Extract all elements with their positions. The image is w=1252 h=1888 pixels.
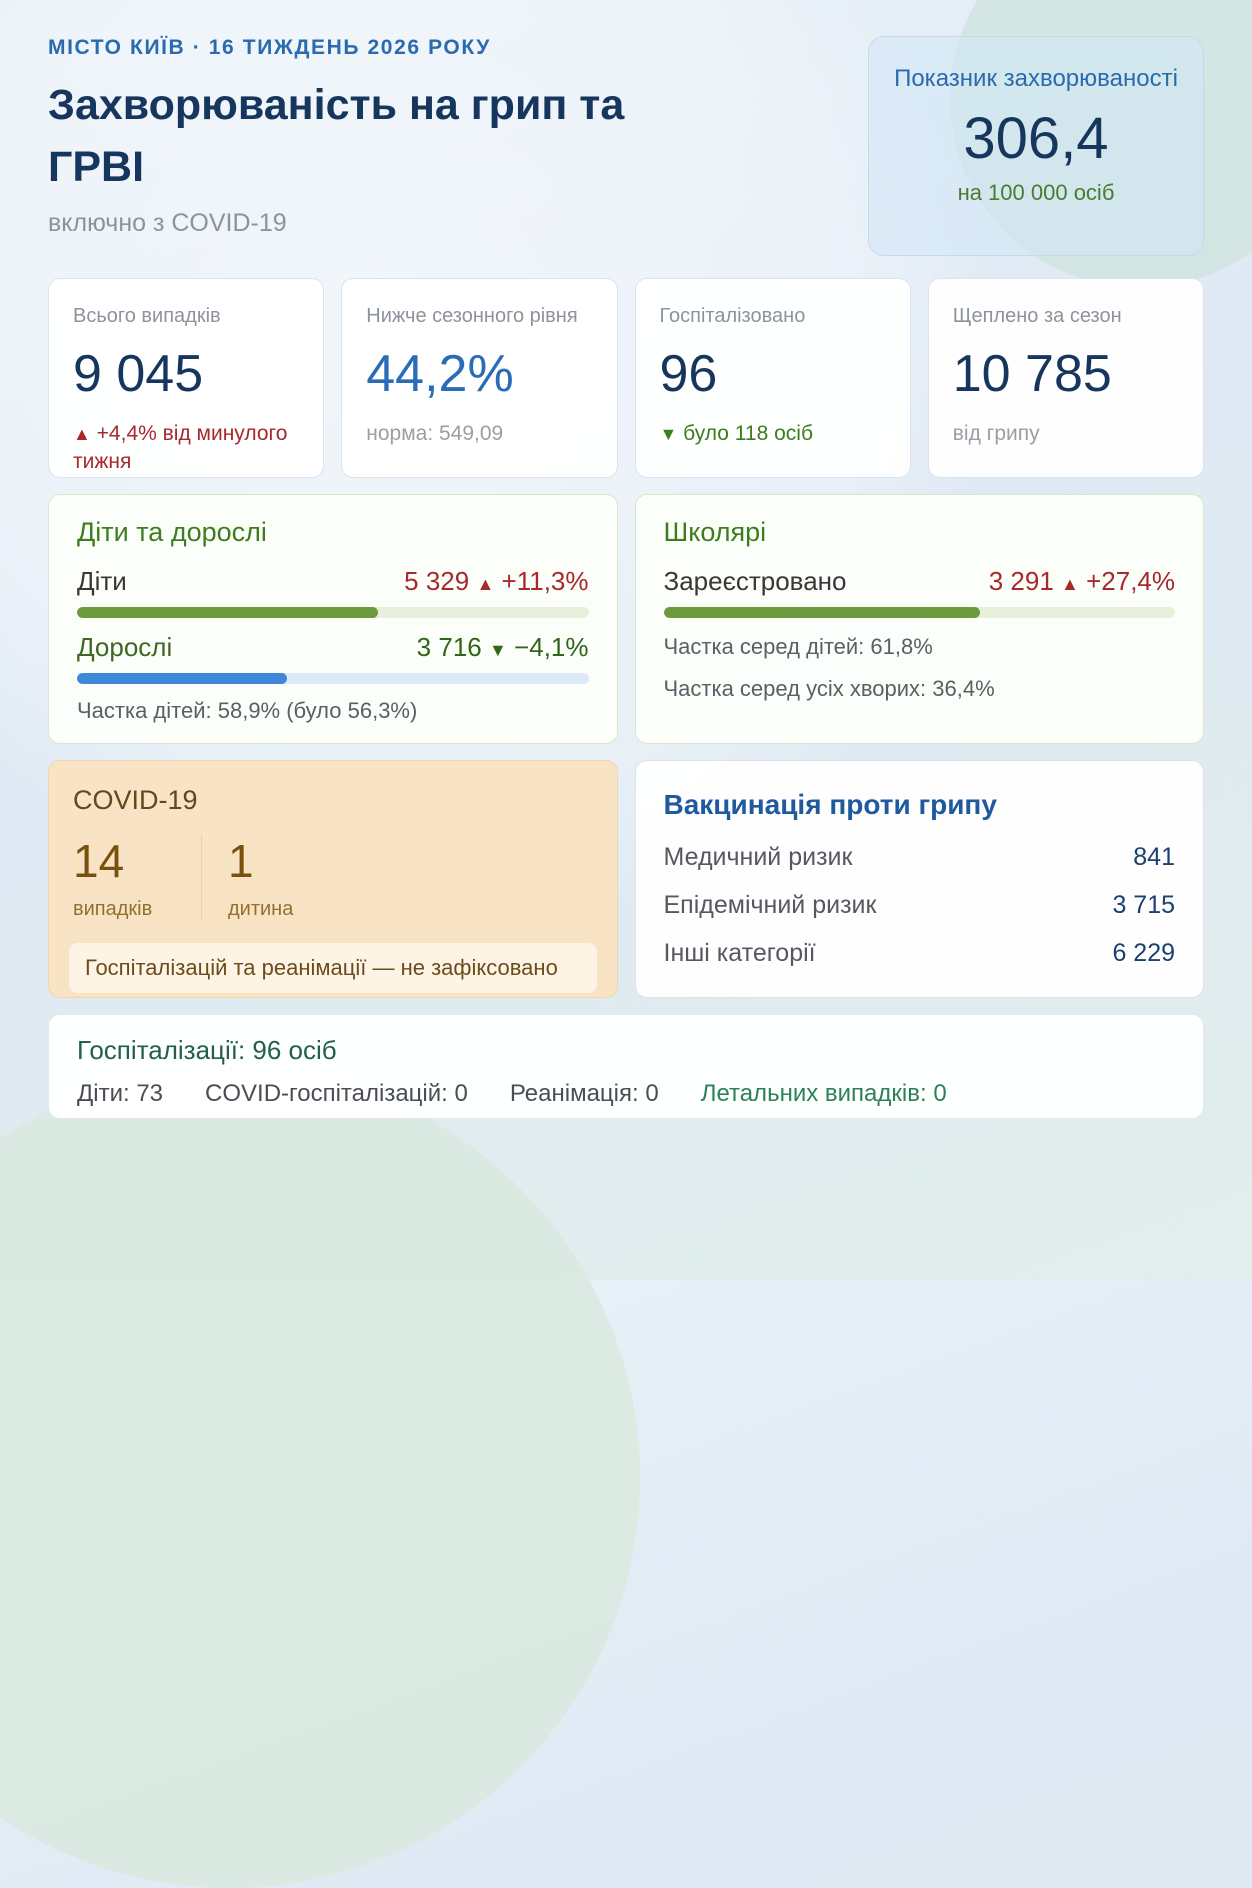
stat-note-text: +4,4% від минулого тижня [73,421,288,474]
mid-cards-row-2: COVID-19 14 випадків 1 дитина Госпіталіз… [48,759,1204,998]
stat-note: від грипу [953,420,1179,448]
registered-row: Зареєстровано 3 291 ▲ +27,4% [664,566,1176,597]
adults-progress-bar [77,672,589,684]
children-adults-card: Діти та дорослі Діти 5 329 ▲ +11,3% Доро… [48,493,618,744]
vaccination-row-label: Епідемічний ризик [663,890,877,919]
stat-label: Нижче сезонного рівня [366,304,578,327]
stat-card-below-season-level: Нижче сезонного рівня 44,2% норма: 549,0… [341,277,618,478]
indicator-label: Показник захворюваності [894,65,1178,92]
page-subtitle: включно з COVID-19 [48,208,287,237]
adults-label: Дорослі [77,631,173,662]
down-triangle-icon: ▼ [659,423,678,444]
flu-vaccination-card: Вакцинація проти грипу Медичний ризик 84… [634,759,1204,998]
children-progress-bar [77,606,589,618]
schoolchildren-card: Школярі Зареєстровано 3 291 ▲ +27,4% Час… [634,493,1204,744]
vaccination-row-epidemic-risk: Епідемічний ризик 3 715 [664,891,1176,920]
hosp-item-covid: COVID-госпіталізацій: 0 [205,1079,468,1107]
vaccination-row-value: 3 715 [1112,890,1175,919]
vaccination-title: Вакцинація проти грипу [663,788,997,820]
stat-card-vaccinated-season: Щеплено за сезон 10 785 від грипу [927,277,1204,478]
vertical-divider [201,833,202,921]
adults-row: Дорослі 3 716 ▼ −4,1% [77,632,589,663]
stat-note: норма: 549,09 [366,420,592,448]
children-row: Діти 5 329 ▲ +11,3% [77,566,589,597]
stat-card-total-cases: Всього випадків 9 045 ▲ +4,4% від минуло… [48,277,325,478]
adults-progress-fill [77,672,288,684]
stat-note-text: норма: 549,09 [366,421,504,445]
covid-title: COVID-19 [73,784,198,815]
schoolchildren-title: Школярі [663,516,767,547]
indicator-unit: на 100 000 осіб [957,180,1115,206]
down-triangle-icon: ▼ [488,639,507,660]
adults-value: 3 716 ▼ −4,1% [416,631,589,662]
indicator-value: 306,4 [963,106,1109,172]
registered-progress-bar [663,606,1175,618]
vaccination-row-value: 841 [1133,842,1175,871]
hospitalizations-items: Діти: 73 COVID-госпіталізацій: 0 Реаніма… [77,1080,1175,1108]
stat-note-text: було 118 осіб [683,421,813,445]
covid-cases-stat: 14 випадків [73,834,201,921]
stat-value: 96 [659,344,718,403]
stat-value: 44,2% [366,344,514,403]
covid-cases-label: випадків [73,897,153,920]
vaccination-row-label: Інші категорії [663,938,816,967]
location-week-kicker: МІСТО КИЇВ · 16 ТИЖДЕНЬ 2026 РОКУ [48,36,491,59]
children-adults-title: Діти та дорослі [77,516,267,547]
stat-label: Щеплено за сезон [952,304,1122,327]
covid-child-stat: 1 дитина [228,834,356,921]
vaccination-row-other-categories: Інші категорії 6 229 [664,939,1176,968]
children-progress-fill [77,606,379,618]
stat-cards-row: Всього випадків 9 045 ▲ +4,4% від минуло… [48,277,1204,478]
stat-delta-note: ▼ було 118 осіб [660,420,886,448]
stat-label: Всього випадків [73,304,221,327]
stat-delta-note: ▲ +4,4% від минулого тижня [73,420,299,477]
page-title: Захворюваність на грип та ГРВІ [48,81,625,192]
stat-value: 10 785 [952,344,1112,403]
covid-card: COVID-19 14 випадків 1 дитина Госпіталіз… [48,759,618,998]
registered-label: Зареєстровано [663,565,847,596]
hosp-item-children: Діти: 73 [77,1079,164,1107]
registered-value: 3 291 ▲ +27,4% [988,565,1175,596]
stat-note-text: від грипу [952,421,1040,445]
hosp-item-icu: Реанімація: 0 [509,1079,659,1107]
covid-cases-value: 14 [73,834,125,887]
mid-cards-row-1: Діти та дорослі Діти 5 329 ▲ +11,3% Доро… [48,493,1204,744]
up-triangle-icon: ▲ [73,423,91,444]
stat-value: 9 045 [73,344,204,403]
children-label: Діти [77,565,127,596]
vaccination-row-label: Медичний ризик [663,842,853,871]
hospitalizations-title: Госпіталізації: 96 осіб [77,1034,337,1065]
hospitalizations-card: Госпіталізації: 96 осіб Діти: 73 COVID-г… [48,1013,1204,1119]
stat-label: Госпіталізовано [659,304,806,327]
hosp-item-lethal: Летальних випадків: 0 [700,1079,947,1107]
covid-child-value: 1 [228,834,254,887]
share-among-children-note: Частка серед дітей: 61,8% [663,633,933,659]
up-triangle-icon: ▲ [476,573,495,594]
registered-progress-fill [663,606,980,618]
incidence-indicator-card: Показник захворюваності 306,4 на 100 000… [868,36,1204,256]
covid-child-label: дитина [228,897,294,920]
children-value: 5 329 ▲ +11,3% [404,565,589,596]
covid-no-hospitalization-banner: Госпіталізацій та реанімації — не зафікс… [69,942,597,993]
dashboard-page: МІСТО КИЇВ · 16 ТИЖДЕНЬ 2026 РОКУ Захвор… [48,36,1204,1119]
covid-stats: 14 випадків 1 дитина [69,833,597,921]
stat-card-hospitalized: Госпіталізовано 96 ▼ було 118 осіб [634,277,911,478]
children-share-footnote: Частка дітей: 58,9% (було 56,3%) [77,697,418,723]
up-triangle-icon: ▲ [1061,573,1079,594]
vaccination-row-value: 6 229 [1112,938,1175,967]
share-among-all-note: Частка серед усіх хворих: 36,4% [663,675,995,701]
vaccination-row-medical-risk: Медичний ризик 841 [664,843,1176,872]
